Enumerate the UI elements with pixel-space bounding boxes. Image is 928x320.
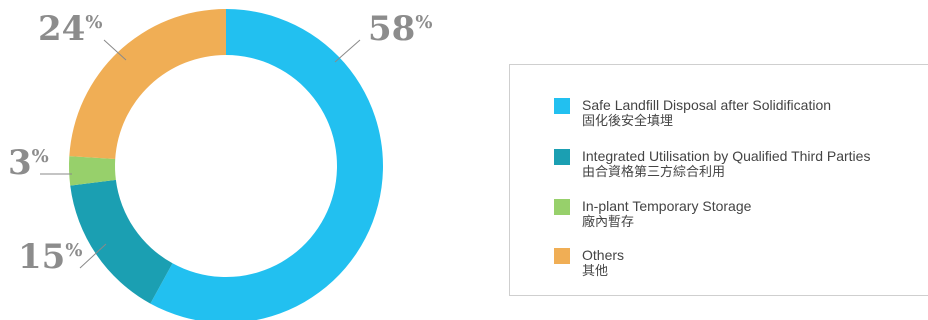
percent-sign-others: %: [85, 12, 102, 33]
legend-item-third-parties: Integrated Utilisation by Qualified Thir…: [554, 148, 870, 181]
donut-slices: [69, 9, 383, 320]
percent-value-others: 24: [38, 9, 85, 49]
slice-third-parties: [70, 179, 173, 304]
legend-label-third-parties: Integrated Utilisation by Qualified Thir…: [582, 148, 871, 164]
leader-line-others: [103, 39, 127, 61]
slice-safe-landfill: [150, 9, 383, 320]
percent-label-third-parties: 15%: [18, 237, 82, 277]
legend-label-temporary-storage-zh: 廠內暫存: [582, 215, 635, 230]
percent-callouts: 58%15%3%24%: [8, 9, 432, 277]
legend-swatch-third-parties: [554, 149, 570, 165]
percent-label-others: 24%: [38, 9, 102, 49]
legend-swatch-others: [554, 248, 570, 264]
legend-label-third-parties-zh: 由合資格第三方綜合利用: [582, 165, 726, 180]
chart-legend: Safe Landfill Disposal after Solidificat…: [509, 64, 928, 296]
percent-sign-temporary-storage: %: [32, 146, 49, 167]
legend-item-safe-landfill: Safe Landfill Disposal after Solidificat…: [554, 97, 831, 130]
legend-label-temporary-storage: In-plant Temporary Storage: [582, 198, 752, 214]
legend-label-safe-landfill-zh: 固化後安全填埋: [582, 114, 674, 129]
percent-sign-safe-landfill: %: [415, 12, 432, 33]
slice-others: [69, 9, 226, 160]
percent-sign-third-parties: %: [65, 240, 82, 261]
percent-label-temporary-storage: 3%: [8, 143, 49, 183]
legend-item-temporary-storage: In-plant Temporary Storage 廠內暫存: [554, 198, 751, 231]
leader-line-safe-landfill: [334, 39, 361, 63]
percent-value-safe-landfill: 58: [368, 9, 415, 49]
legend-item-others: Others 其他: [554, 247, 624, 280]
legend-label-safe-landfill: Safe Landfill Disposal after Solidificat…: [582, 97, 832, 113]
legend-label-others-zh: 其他: [582, 264, 609, 279]
donut-chart: 58%15%3%24%: [8, 9, 432, 320]
percent-value-third-parties: 15: [18, 237, 65, 277]
legend-label-others: Others: [582, 247, 625, 263]
slice-temporary-storage: [69, 156, 116, 186]
leader-line-third-parties: [79, 243, 107, 269]
percent-value-temporary-storage: 3: [8, 143, 32, 183]
percent-label-safe-landfill: 58%: [368, 9, 432, 49]
legend-swatch-temporary-storage: [554, 199, 570, 215]
legend-swatch-safe-landfill: [554, 98, 570, 114]
